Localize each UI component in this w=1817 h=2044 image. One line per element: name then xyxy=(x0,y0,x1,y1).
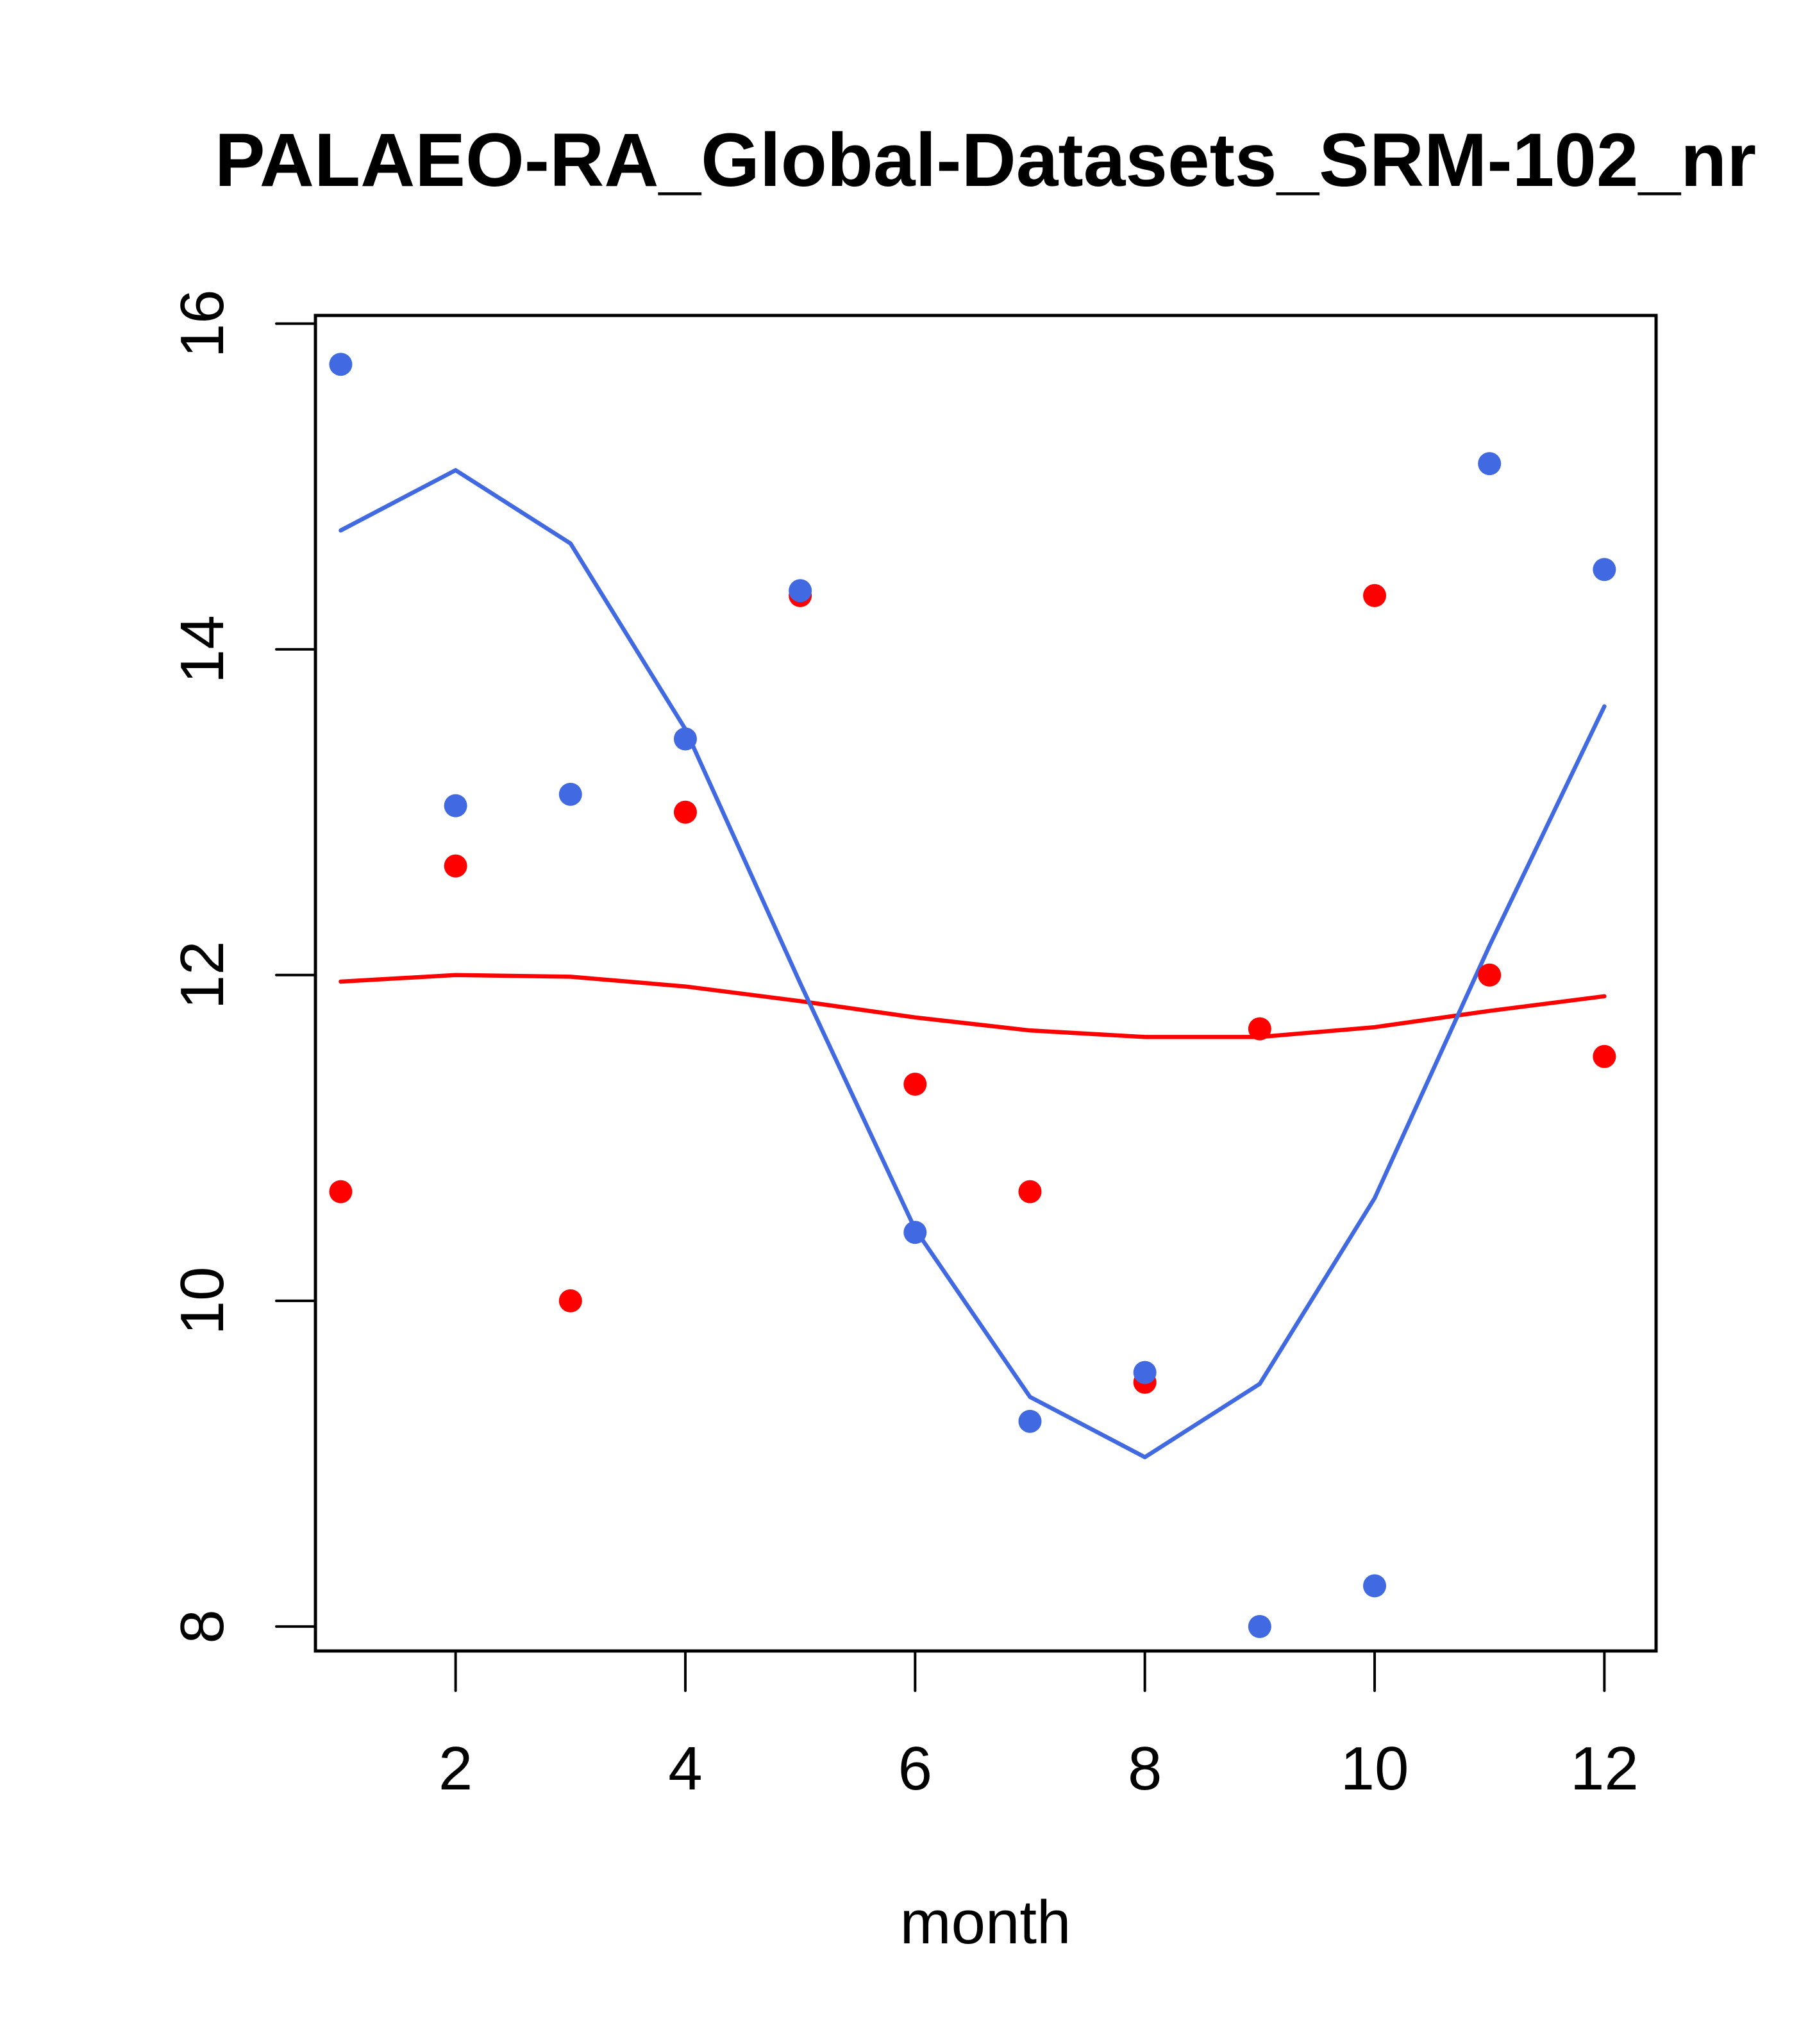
red-line-series xyxy=(339,973,1607,1039)
blue-points-series xyxy=(329,353,1616,1638)
x-axis: 2 4 6 8 10 12 xyxy=(439,1650,1639,1803)
lines-layer xyxy=(339,468,1607,1459)
blue-point xyxy=(1018,1409,1042,1433)
chart-title: PALAEO-RA_Global-Datasets_SRM-102_nr xyxy=(215,118,1756,203)
red-point xyxy=(1478,963,1502,987)
red-point xyxy=(903,1072,927,1096)
y-tick-label: 12 xyxy=(168,941,237,1009)
blue-point xyxy=(558,782,582,806)
blue-point xyxy=(903,1221,927,1244)
points-layer xyxy=(329,353,1616,1638)
plot-frame xyxy=(314,314,1658,1653)
x-axis-label: month xyxy=(900,1888,1071,1957)
blue-point xyxy=(1248,1614,1271,1638)
red-point xyxy=(673,800,697,824)
x-tick-label: 2 xyxy=(439,1734,473,1803)
x-tick-label: 10 xyxy=(1341,1734,1409,1803)
x-tick-label: 8 xyxy=(1128,1734,1162,1803)
blue-point xyxy=(1133,1361,1157,1384)
blue-point xyxy=(1593,558,1616,582)
y-tick-label: 16 xyxy=(168,289,237,358)
red-point xyxy=(1363,583,1387,607)
y-tick-label: 10 xyxy=(168,1266,237,1335)
blue-line-series xyxy=(339,468,1607,1459)
red-point xyxy=(1018,1180,1042,1203)
blue-point xyxy=(673,727,697,751)
red-point xyxy=(1248,1017,1271,1041)
red-point xyxy=(1593,1044,1616,1068)
red-point xyxy=(329,1180,353,1203)
x-tick-label: 12 xyxy=(1570,1734,1639,1803)
blue-point xyxy=(1363,1574,1387,1598)
blue-point xyxy=(329,353,353,376)
blue-point xyxy=(1478,452,1502,476)
red-points-series xyxy=(329,583,1616,1394)
blue-point xyxy=(789,579,812,603)
red-point xyxy=(558,1289,582,1312)
blue-point xyxy=(444,794,467,817)
y-tick-label: 14 xyxy=(168,615,237,683)
y-axis: 8 10 12 14 16 xyxy=(168,289,317,1644)
red-point xyxy=(444,854,467,878)
y-tick-label: 8 xyxy=(168,1609,237,1643)
x-tick-label: 6 xyxy=(898,1734,932,1803)
x-tick-label: 4 xyxy=(668,1734,702,1803)
